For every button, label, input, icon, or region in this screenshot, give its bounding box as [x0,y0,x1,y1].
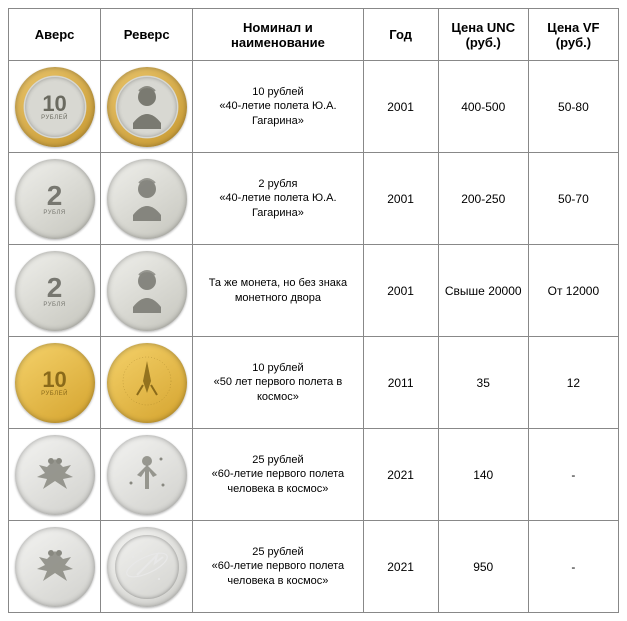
cell-obverse [9,521,101,613]
cell-obverse: 10РУБЛЕЙ [9,61,101,153]
header-price-unc: Цена UNC (руб.) [438,9,528,61]
coin-obverse: 10РУБЛЕЙ [15,67,95,147]
header-name: Номинал и наименование [193,9,363,61]
header-year: Год [363,9,438,61]
coin-obverse [15,527,95,607]
cell-price-unc: 400-500 [438,61,528,153]
cell-reverse [101,61,193,153]
cell-year: 2021 [363,429,438,521]
coin-reverse [107,343,187,423]
coin-denomination-sub: РУБЛЯ [43,210,65,216]
cell-obverse: 10РУБЛЕЙ [9,337,101,429]
cell-price-vf: - [528,521,618,613]
coin-reverse [107,251,187,331]
cell-year: 2001 [363,245,438,337]
coin-denomination: 2 [47,274,63,302]
cell-reverse [101,245,193,337]
cell-name: 25 рублей«60-летие первого полета челове… [193,521,363,613]
cell-obverse: 2РУБЛЯ [9,245,101,337]
cell-price-unc: 200-250 [438,153,528,245]
cell-obverse: 2РУБЛЯ [9,153,101,245]
coin-denomination: 10 [42,93,66,115]
cell-year: 2001 [363,61,438,153]
table-row: 25 рублей«60-летие первого полета челове… [9,429,619,521]
header-reverse: Реверс [101,9,193,61]
cell-name: 10 рублей«40-летие полета Ю.А. Гагарина» [193,61,363,153]
coin-obverse [15,435,95,515]
coin-reverse [107,527,187,607]
cell-price-unc: Свыше 20000 [438,245,528,337]
table-row: 2РУБЛЯ Та же монета, но без знака монетн… [9,245,619,337]
cell-price-vf: - [528,429,618,521]
table-row: 25 рублей«60-летие первого полета челове… [9,521,619,613]
cell-obverse [9,429,101,521]
coin-denomination-sub: РУБЛЕЙ [41,115,68,121]
coin-obverse: 2РУБЛЯ [15,251,95,331]
coin-denomination: 2 [47,182,63,210]
rocket-icon [119,353,175,412]
cell-price-unc: 140 [438,429,528,521]
eagle-icon [27,445,83,504]
cosmonaut-figure-icon [119,445,175,504]
coin-price-table: Аверс Реверс Номинал и наименование Год … [8,8,619,613]
table-row: 10РУБЛЕЙ 10 рублей«40-летие полета Ю.А. … [9,61,619,153]
table-row: 10РУБЛЕЙ 10 рублей«50 лет первого полета… [9,337,619,429]
cell-name: Та же монета, но без знака монетного дво… [193,245,363,337]
cell-name: 2 рубля«40-летие полета Ю.А. Гагарина» [193,153,363,245]
cell-year: 2021 [363,521,438,613]
portrait-icon [119,169,175,228]
coin-reverse [107,159,187,239]
portrait-icon [119,261,175,320]
cell-price-unc: 35 [438,337,528,429]
cell-name: 10 рублей«50 лет первого полета в космос… [193,337,363,429]
cell-price-vf: 50-80 [528,61,618,153]
coin-reverse [107,67,187,147]
cell-reverse [101,521,193,613]
coin-denomination-sub: РУБЛЯ [43,302,65,308]
cell-price-vf: 12 [528,337,618,429]
space-orbit-icon [119,537,175,596]
cell-price-vf: 50-70 [528,153,618,245]
coin-obverse: 10РУБЛЕЙ [15,343,95,423]
coin-reverse [107,435,187,515]
cell-price-unc: 950 [438,521,528,613]
cell-reverse [101,429,193,521]
header-price-vf: Цена VF (руб.) [528,9,618,61]
cell-year: 2011 [363,337,438,429]
table-header-row: Аверс Реверс Номинал и наименование Год … [9,9,619,61]
eagle-icon [27,537,83,596]
header-obverse: Аверс [9,9,101,61]
portrait-icon [119,77,175,136]
coin-denomination: 10 [42,369,66,391]
cell-price-vf: От 12000 [528,245,618,337]
coin-obverse: 2РУБЛЯ [15,159,95,239]
cell-name: 25 рублей«60-летие первого полета челове… [193,429,363,521]
table-row: 2РУБЛЯ 2 рубля«40-летие полета Ю.А. Гага… [9,153,619,245]
cell-year: 2001 [363,153,438,245]
coin-denomination-sub: РУБЛЕЙ [41,391,68,397]
cell-reverse [101,337,193,429]
cell-reverse [101,153,193,245]
